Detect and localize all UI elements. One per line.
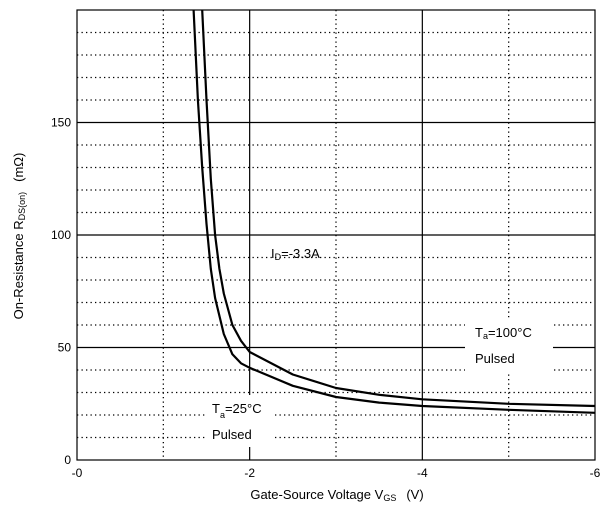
annotation-25c-main: T bbox=[212, 401, 220, 416]
series-layer bbox=[192, 10, 595, 414]
y-axis-label-sub: DS(on) bbox=[17, 192, 27, 221]
x-axis-label-main: Gate-Source Voltage V bbox=[250, 487, 383, 502]
x-tick-label: -0 bbox=[72, 466, 83, 480]
annotation-25c-bg bbox=[205, 395, 275, 447]
y-axis-label: On-Resistance RDS(on) (mΩ) bbox=[11, 153, 27, 320]
y-axis-label-unit: (mΩ) bbox=[11, 153, 26, 182]
y-tick-label: 50 bbox=[58, 341, 72, 355]
y-tick-label: 150 bbox=[51, 116, 71, 130]
annotation-id-rest: =-3.3A bbox=[281, 246, 320, 261]
annotation-100c-main: T bbox=[475, 325, 483, 340]
annotation-id-sub: D bbox=[275, 252, 282, 262]
annotation-25c-sub: a bbox=[220, 410, 225, 420]
annotation-100c-line2: Pulsed bbox=[475, 351, 515, 366]
y-tick-label: 100 bbox=[51, 228, 71, 242]
y-axis-label-main: On-Resistance R bbox=[11, 220, 26, 319]
annotation-100c-rest: =100°C bbox=[488, 325, 532, 340]
annotation-100c-bg bbox=[465, 318, 553, 372]
x-axis-label: Gate-Source Voltage VGS (V) bbox=[250, 487, 423, 503]
x-tick-label: -4 bbox=[417, 466, 428, 480]
x-tick-label: -6 bbox=[590, 466, 601, 480]
tick-labels: -0 -2 -4 -6 0 50 100 150 bbox=[51, 116, 601, 481]
annotation-100c-sub: a bbox=[483, 331, 488, 341]
series-line-2 bbox=[201, 10, 595, 408]
annotation-id: ID=-3.3A bbox=[271, 246, 320, 262]
x-axis-label-unit: (V) bbox=[406, 487, 423, 502]
annotation-id-main: I bbox=[271, 246, 275, 261]
annotation-25c-line2: Pulsed bbox=[212, 427, 252, 442]
series-line-1 bbox=[192, 10, 595, 414]
plot-frame bbox=[76, 9, 596, 461]
x-tick-label: -2 bbox=[244, 466, 255, 480]
x-axis-label-sub: GS bbox=[383, 493, 396, 503]
annotation-25c-rest: =25°C bbox=[225, 401, 262, 416]
y-tick-label: 0 bbox=[64, 453, 71, 467]
major-gridlines bbox=[77, 10, 595, 460]
annotation-100c: Ta=100°C bbox=[475, 325, 532, 341]
annotation-25c: Ta=25°C bbox=[212, 401, 262, 420]
